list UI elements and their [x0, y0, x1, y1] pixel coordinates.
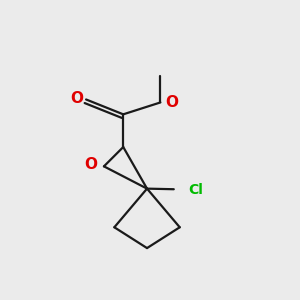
Text: O: O: [84, 157, 97, 172]
Text: O: O: [71, 92, 84, 106]
Text: O: O: [165, 95, 178, 110]
Text: Cl: Cl: [189, 183, 203, 197]
